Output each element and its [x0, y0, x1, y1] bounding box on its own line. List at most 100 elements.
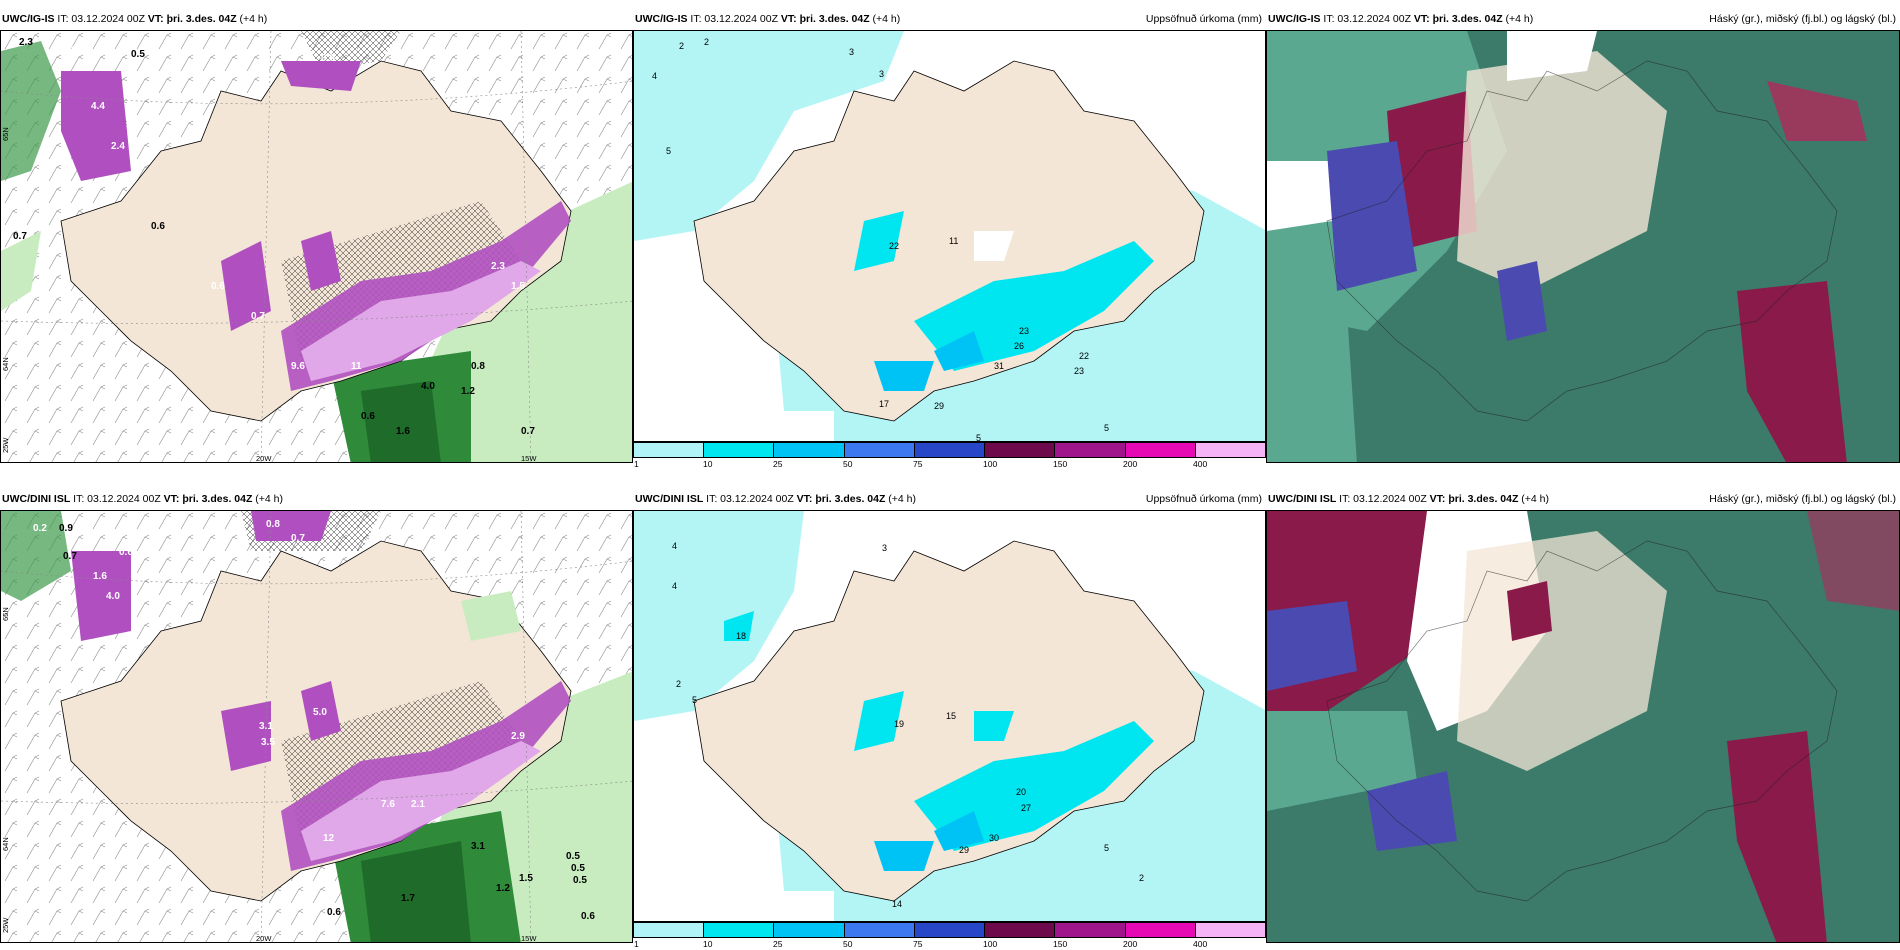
- panel-title: UWC/DINI ISL IT: 03.12.2024 00Z VT: þri.…: [635, 493, 917, 505]
- wind-label: 0.7: [63, 551, 77, 562]
- legend-tick: 100: [983, 459, 998, 469]
- wind-label: 1.2: [496, 883, 510, 894]
- precip-label: 4: [672, 581, 678, 591]
- legend-tick: 150: [1053, 459, 1068, 469]
- precip-label: 30: [989, 833, 1000, 843]
- legend-tick: 10: [703, 459, 713, 469]
- precip-map[interactable]: 4 4 3 2 5 18 19 15 14 29 30 20 27 5 2: [633, 510, 1266, 922]
- precip-label: 17: [879, 399, 890, 409]
- precip-label: 26: [1014, 341, 1025, 351]
- lat-label-65: 65N: [1, 127, 10, 141]
- wind-label: 0.6: [581, 911, 595, 922]
- legend-swatch: [1195, 923, 1265, 937]
- wind-label: 1.2: [461, 386, 475, 397]
- map-canvas: [1267, 511, 1899, 942]
- map-canvas: [1, 511, 632, 942]
- precip-legend: [633, 922, 1266, 938]
- wind-label: 0.7: [13, 231, 27, 242]
- wind-label: 0.2: [33, 523, 47, 534]
- cloud-map[interactable]: [1266, 510, 1900, 943]
- lat-label-64: 64N: [1, 837, 10, 851]
- cloud-panel-title: Háský (gr.), miðský (fj.bl.) og lágský (…: [1709, 493, 1896, 505]
- precip-label: 29: [959, 845, 970, 855]
- cloud-map[interactable]: [1266, 30, 1900, 463]
- precip-label: 5: [1104, 843, 1110, 853]
- legend-swatch: [844, 443, 915, 457]
- map-canvas: [634, 31, 1265, 441]
- precip-map[interactable]: 2 2 4 5 3 3 22 11 17 29 31 23 26 22 23 5…: [633, 30, 1266, 442]
- precip-label: 2: [704, 37, 710, 47]
- wind-label: 0.6: [327, 907, 341, 918]
- wind-label: 0.6: [211, 281, 225, 292]
- precip-label: 22: [889, 241, 900, 251]
- legend-swatch: [844, 923, 915, 937]
- legend-tick: 25: [773, 939, 783, 949]
- wind-label: 4.4: [91, 101, 105, 112]
- lon-label-15: 15W: [521, 454, 537, 463]
- panel-title: UWC/IG-IS IT: 03.12.2024 00Z VT: þri. 3.…: [2, 13, 268, 25]
- legend-tick: 100: [983, 939, 998, 949]
- precip-label: 27: [1021, 803, 1032, 813]
- wind-label: 4.0: [106, 591, 120, 602]
- legend-tick: 50: [843, 459, 853, 469]
- precip-label: 14: [892, 899, 903, 909]
- wind-label: 0.5: [566, 851, 580, 862]
- lon-label-15: 15W: [521, 934, 537, 943]
- wind-label: 0.7: [71, 45, 85, 56]
- legend-swatch: [1125, 923, 1196, 937]
- wind-label: 0.9: [59, 523, 73, 534]
- legend-swatch: [704, 443, 775, 457]
- legend-tick: 200: [1123, 939, 1138, 949]
- wind-snow-map[interactable]: 2.3 0.7 0.5 0.7 0.6 0.7 0.6 0.8 4.4 2.4 …: [0, 30, 633, 463]
- wind-snow-map[interactable]: 0.2 0.9 0.7 0.6 1.6 4.0 0.8 0.7 3.1 5.0 …: [0, 510, 633, 943]
- precip-label: 11: [949, 236, 959, 246]
- lat-label-65: 65N: [1, 607, 10, 621]
- wind-label: 0.7: [291, 533, 305, 544]
- wind-label: 1.7: [401, 893, 415, 904]
- precip-label: 5: [692, 695, 698, 705]
- legend-swatch: [1055, 443, 1126, 457]
- wind-label: 1.5: [519, 873, 533, 884]
- legend-swatch: [1055, 923, 1126, 937]
- wind-label: 2.3: [19, 37, 33, 48]
- lon-label-20: 20W: [256, 454, 272, 463]
- precip-label: 3: [882, 543, 888, 553]
- precip-label: 23: [1019, 326, 1030, 336]
- precip-label: 19: [894, 719, 905, 729]
- wind-label: 2.4: [111, 141, 125, 152]
- panel-title: UWC/IG-IS IT: 03.12.2024 00Z VT: þri. 3.…: [635, 13, 901, 25]
- legend-swatch: [774, 443, 845, 457]
- wind-label: 5.0: [313, 707, 327, 718]
- panel-row1-wind: UWC/IG-IS IT: 03.12.2024 00Z VT: þri. 3.…: [0, 8, 633, 463]
- wind-label: 9.6: [291, 361, 305, 372]
- precip-label: 2: [1139, 873, 1145, 883]
- precip-label: 23: [1074, 366, 1085, 376]
- panel-title: UWC/DINI ISL IT: 03.12.2024 00Z VT: þri.…: [1268, 493, 1550, 505]
- legend-tick: 400: [1193, 459, 1208, 469]
- wind-label: 12: [323, 833, 335, 844]
- wind-label: 4.0: [421, 381, 435, 392]
- map-canvas: [634, 511, 1265, 921]
- legend-tick: 1: [634, 939, 639, 949]
- precip-label: 4: [672, 541, 678, 551]
- precip-label: 5: [1104, 423, 1110, 433]
- precip-label: 20: [1016, 787, 1027, 797]
- wind-label: 29.0: [296, 393, 316, 404]
- legend-tick: 75: [913, 939, 923, 949]
- lon-label-25: 25W: [1, 437, 10, 453]
- wind-label: 11: [351, 361, 362, 372]
- wind-label: 2.1: [411, 799, 425, 810]
- panel-row2-cloud: UWC/DINI ISL IT: 03.12.2024 00Z VT: þri.…: [1266, 488, 1900, 943]
- precip-label: 3: [849, 47, 855, 57]
- precip-label: 2: [676, 679, 682, 689]
- map-canvas: [1, 31, 632, 462]
- legend-swatch: [1125, 443, 1196, 457]
- wind-label: 2.9: [511, 731, 525, 742]
- legend-swatch: [1195, 443, 1265, 457]
- legend-tick: 75: [913, 459, 923, 469]
- precip-label: 29: [934, 401, 945, 411]
- wind-label: 0.8: [471, 361, 485, 372]
- cloud-panel-title: Háský (gr.), miðský (fj.bl.) og lágský (…: [1709, 13, 1896, 25]
- lon-label-20: 20W: [256, 934, 272, 943]
- legend-tick: 1: [634, 459, 639, 469]
